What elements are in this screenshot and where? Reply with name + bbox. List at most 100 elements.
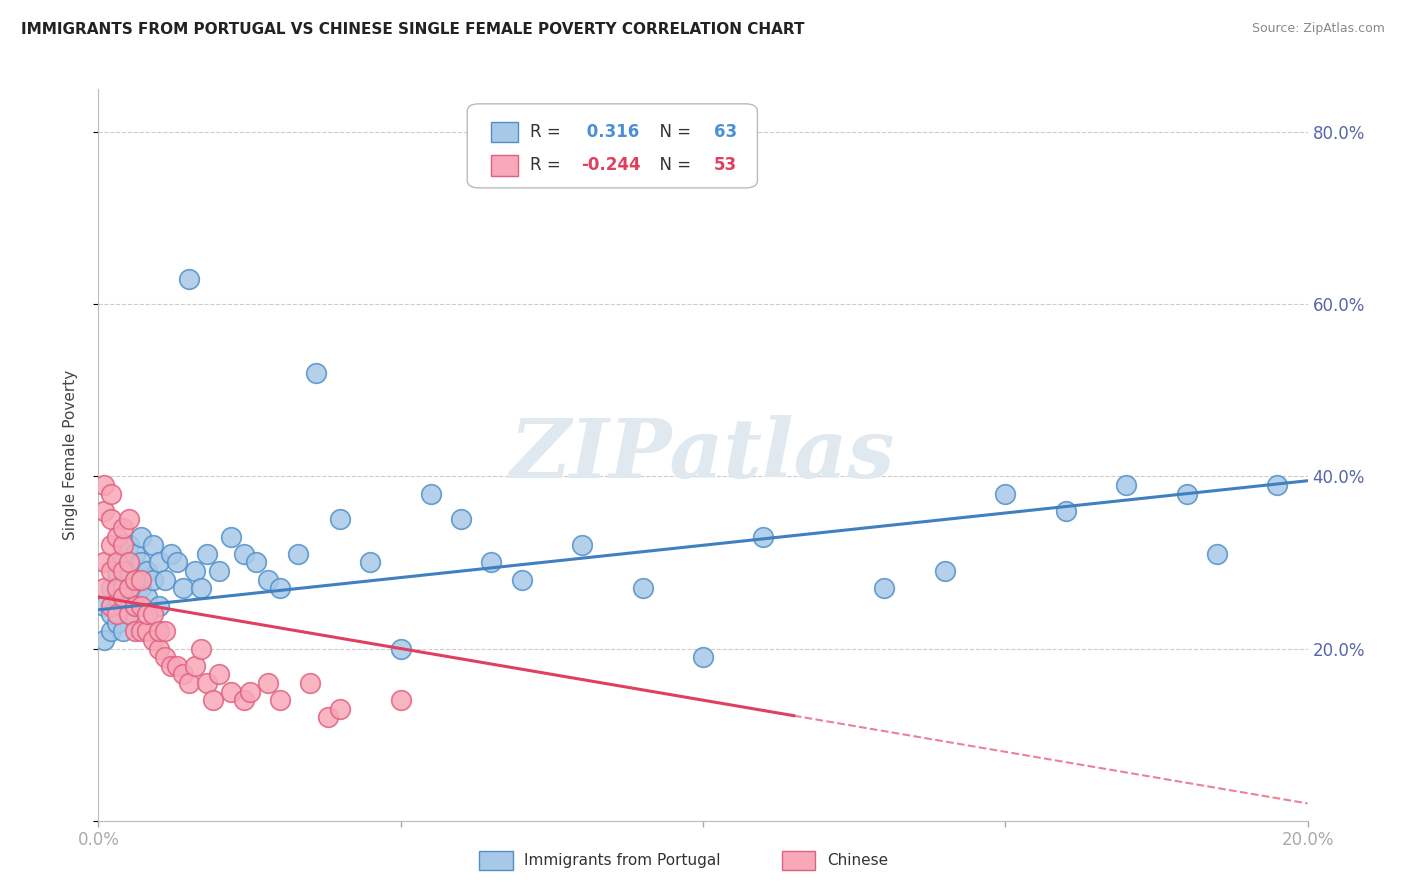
Point — [179, 676, 201, 690]
Point — [129, 599, 152, 613]
Point — [100, 486, 122, 500]
Text: 63: 63 — [714, 123, 737, 141]
Point — [153, 573, 176, 587]
Text: Source: ZipAtlas.com: Source: ZipAtlas.com — [1251, 22, 1385, 36]
Point — [142, 632, 165, 647]
Point — [481, 556, 503, 570]
Point — [160, 547, 183, 561]
Point — [195, 676, 218, 690]
Point — [510, 573, 533, 587]
Point — [124, 599, 146, 613]
Point — [118, 512, 141, 526]
Point — [105, 582, 128, 596]
Point — [135, 624, 157, 639]
Point — [269, 693, 291, 707]
Point — [111, 564, 134, 578]
Point — [752, 530, 775, 544]
Text: 0.316: 0.316 — [581, 123, 640, 141]
Point — [124, 624, 146, 639]
Point — [316, 710, 339, 724]
Text: ZIPatlas: ZIPatlas — [510, 415, 896, 495]
Point — [221, 530, 243, 544]
Point — [420, 486, 443, 500]
Point — [93, 599, 115, 613]
Point — [1267, 478, 1289, 492]
Point — [148, 599, 170, 613]
Point — [111, 624, 134, 639]
Point — [994, 486, 1017, 500]
Point — [118, 607, 141, 621]
Point — [124, 599, 146, 613]
Point — [111, 521, 134, 535]
Text: IMMIGRANTS FROM PORTUGAL VS CHINESE SINGLE FEMALE POVERTY CORRELATION CHART: IMMIGRANTS FROM PORTUGAL VS CHINESE SING… — [21, 22, 804, 37]
FancyBboxPatch shape — [492, 155, 517, 176]
Point — [105, 590, 128, 604]
Point — [166, 658, 188, 673]
Point — [190, 582, 212, 596]
Point — [256, 676, 278, 690]
Point — [239, 684, 262, 698]
FancyBboxPatch shape — [467, 103, 758, 188]
Point — [129, 573, 152, 587]
Point — [135, 590, 157, 604]
Point — [245, 556, 267, 570]
Point — [124, 547, 146, 561]
Point — [118, 538, 141, 552]
Point — [287, 547, 309, 561]
Point — [269, 582, 291, 596]
Point — [190, 641, 212, 656]
Point — [305, 366, 328, 380]
Text: Immigrants from Portugal: Immigrants from Portugal — [524, 853, 720, 868]
Point — [118, 556, 141, 570]
Point — [389, 641, 412, 656]
Point — [184, 658, 207, 673]
Point — [100, 607, 122, 621]
Point — [1115, 478, 1137, 492]
Point — [329, 512, 352, 526]
Point — [93, 582, 115, 596]
Point — [142, 573, 165, 587]
Point — [100, 599, 122, 613]
Point — [105, 564, 128, 578]
Point — [172, 582, 194, 596]
Point — [202, 693, 225, 707]
Point — [129, 530, 152, 544]
Point — [148, 641, 170, 656]
Point — [93, 478, 115, 492]
Point — [93, 632, 115, 647]
Text: 53: 53 — [714, 156, 737, 174]
Point — [179, 271, 201, 285]
FancyBboxPatch shape — [479, 851, 513, 870]
Point — [148, 556, 170, 570]
Point — [111, 599, 134, 613]
Point — [221, 684, 243, 698]
Point — [100, 624, 122, 639]
FancyBboxPatch shape — [782, 851, 815, 870]
Point — [135, 607, 157, 621]
Point — [129, 556, 152, 570]
Y-axis label: Single Female Poverty: Single Female Poverty — [63, 370, 77, 540]
Point — [148, 624, 170, 639]
Point — [389, 693, 412, 707]
Point — [208, 667, 231, 681]
Point — [124, 573, 146, 587]
Point — [166, 556, 188, 570]
Point — [1054, 504, 1077, 518]
Point — [299, 676, 322, 690]
Point — [100, 564, 122, 578]
Text: R =: R = — [530, 156, 567, 174]
Point — [100, 512, 122, 526]
Point — [153, 650, 176, 665]
Point — [105, 607, 128, 621]
Point — [118, 564, 141, 578]
Point — [934, 564, 956, 578]
Point — [232, 693, 254, 707]
Point — [184, 564, 207, 578]
Point — [100, 582, 122, 596]
Point — [172, 667, 194, 681]
Point — [153, 624, 176, 639]
Point — [232, 547, 254, 561]
Text: R =: R = — [530, 123, 567, 141]
Point — [329, 702, 352, 716]
Point — [124, 573, 146, 587]
